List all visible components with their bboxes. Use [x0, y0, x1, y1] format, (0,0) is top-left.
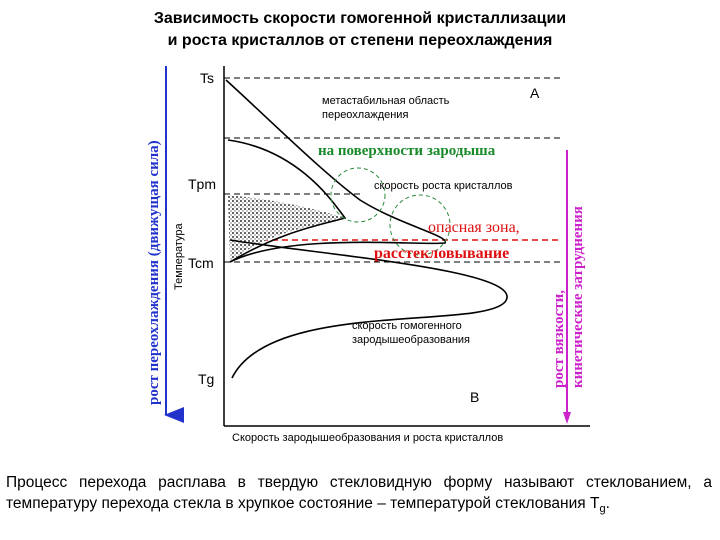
x-axis-label: Скорость зародышеобразования и роста кри… [232, 432, 503, 444]
title-line: и роста кристаллов от степени переохлажд… [168, 32, 553, 49]
paragraph-end: . [605, 495, 610, 512]
paragraph-text: Процесс перехода расплава в твердую стек… [6, 474, 712, 512]
paragraph: Процесс перехода расплава в твердую стек… [6, 472, 712, 520]
growth-label: скорость роста кристаллов [374, 180, 513, 192]
region-label: B [470, 389, 479, 405]
level-label: Ts [200, 70, 214, 86]
level-label: Tg [198, 371, 214, 387]
level-lines [224, 77, 560, 263]
zone-circle [389, 194, 451, 256]
surface-label: на поверхности зародыша [318, 143, 496, 159]
surface-curve [227, 139, 347, 263]
level-label: Tcm [188, 255, 214, 271]
region-label: A [530, 85, 540, 101]
y-axis-label: Температура [173, 222, 185, 290]
right-axis-label: рост вязкости, [551, 290, 567, 388]
paragraph-subscript: g [599, 503, 606, 516]
nucleation-label: зародышеобразования [352, 334, 470, 346]
nucleation-label: скорость гомогенного [352, 320, 462, 332]
growth-curve [225, 79, 446, 263]
level-label: Tpm [188, 176, 216, 192]
nucleation-curve [229, 239, 508, 379]
danger-label: расстекловывание [374, 245, 509, 262]
diagram: Зависимость скорости гомогенной кристалл… [146, 10, 590, 444]
danger-label: опасная зона, [428, 219, 520, 236]
shaded-region [228, 195, 345, 262]
left-axis-label: рост переохлаждения (движущая сила) [146, 140, 162, 405]
title-line: Зависимость скорости гомогенной кристалл… [154, 10, 566, 27]
metastable-label: переохлаждения [322, 109, 408, 121]
metastable-label: метастабильная область [322, 95, 450, 107]
right-axis-label: кинетические затруднения [570, 206, 586, 388]
right-arrowhead [563, 412, 571, 424]
zone-circle [330, 167, 386, 223]
